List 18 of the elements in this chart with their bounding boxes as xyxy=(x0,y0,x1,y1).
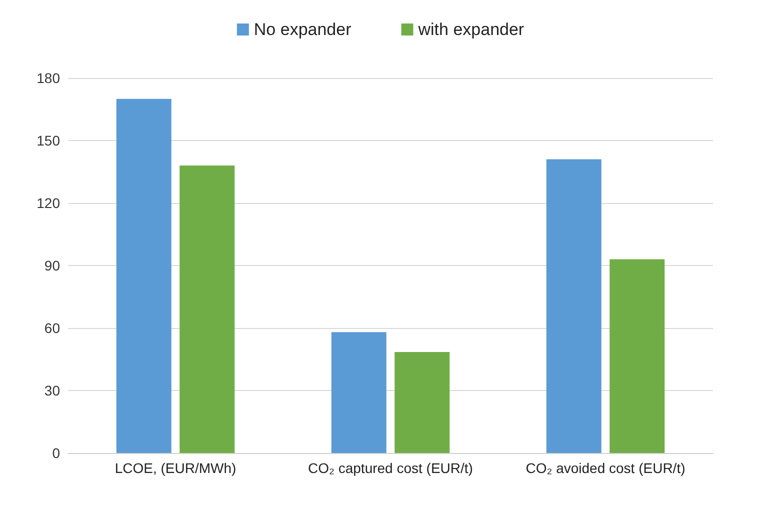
legend-label: No expander xyxy=(254,20,352,39)
bar xyxy=(116,98,172,453)
y-tick-label: 150 xyxy=(36,132,60,148)
y-tick-label: 30 xyxy=(44,382,60,398)
y-tick-label: 0 xyxy=(52,445,60,461)
bar xyxy=(180,166,235,453)
y-tick-label: 120 xyxy=(36,195,60,211)
bar xyxy=(394,352,450,453)
bar xyxy=(331,332,386,453)
bar xyxy=(546,159,602,453)
legend-label: with expander xyxy=(417,20,524,39)
x-tick-label: LCOE, (EUR/MWh) xyxy=(114,460,236,476)
y-tick-label: 90 xyxy=(44,258,60,274)
x-tick-label: CO₂ captured cost (EUR/t) xyxy=(308,460,473,476)
x-tick-label: CO₂ avoided cost (EUR/t) xyxy=(526,460,686,476)
y-tick-label: 180 xyxy=(36,70,60,86)
y-tick-label: 60 xyxy=(44,320,60,336)
bar xyxy=(610,259,665,453)
